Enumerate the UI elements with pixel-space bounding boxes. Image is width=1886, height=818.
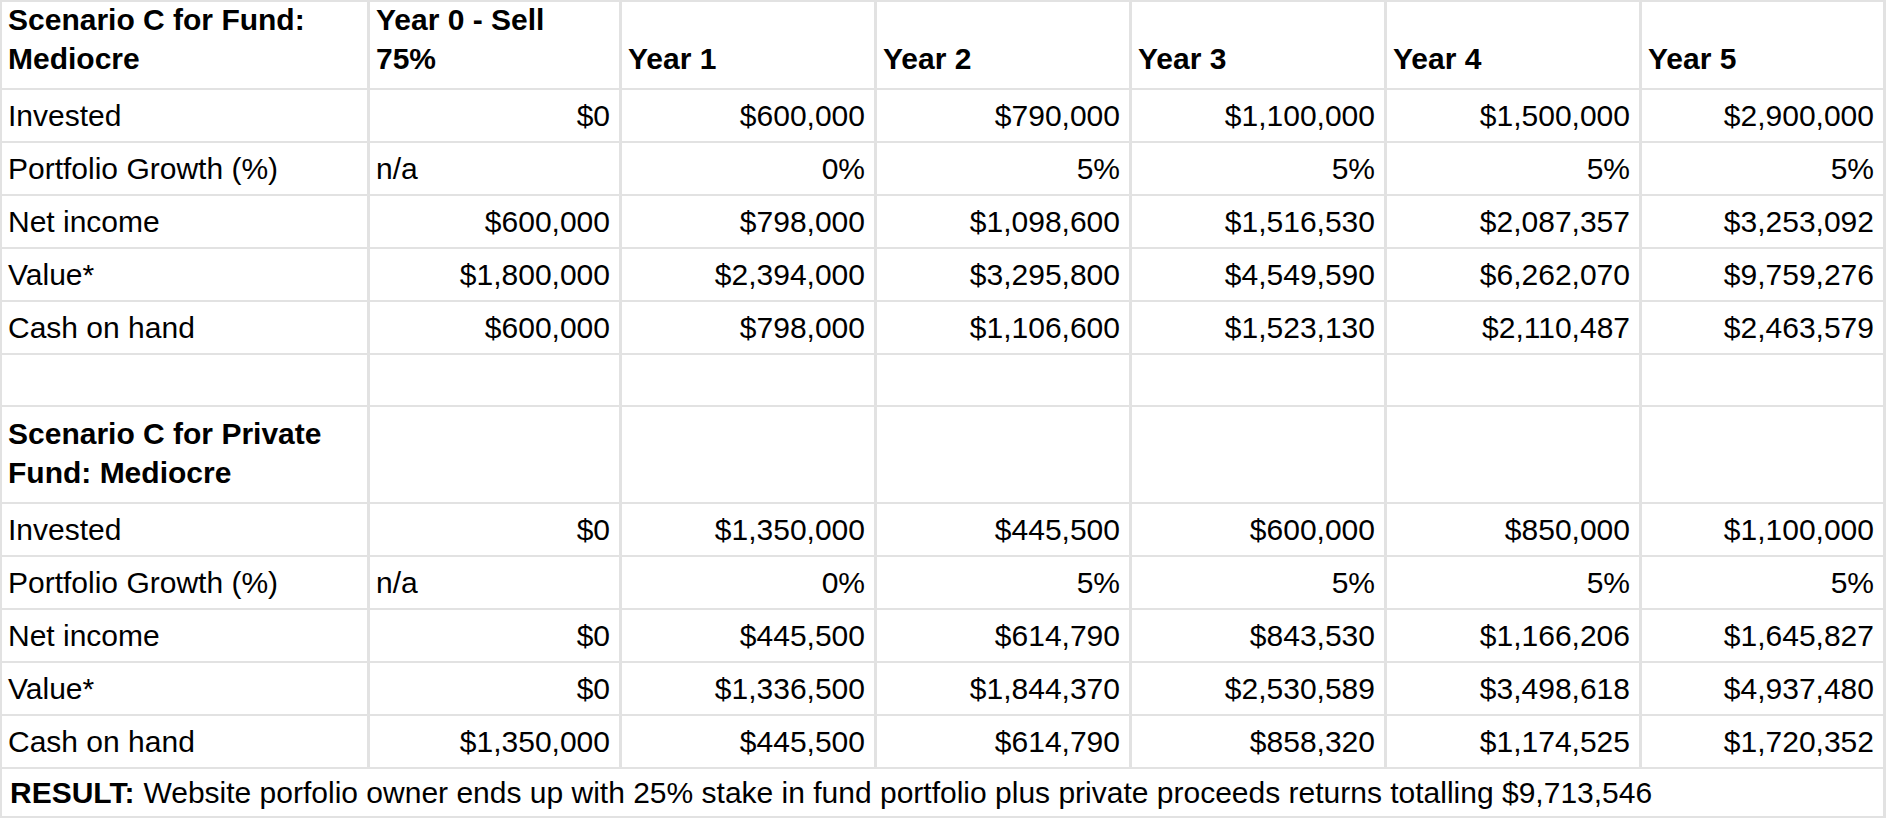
row-label-cell[interactable]: Cash on hand (2, 716, 370, 769)
cell[interactable]: $4,549,590 (1132, 249, 1387, 302)
row-label-cell[interactable]: Value* (2, 249, 370, 302)
cell[interactable]: n/a (370, 557, 622, 610)
column-header-year0[interactable]: Year 0 - Sell 75% (370, 2, 622, 90)
cell[interactable]: n/a (370, 143, 622, 196)
row-label-cell[interactable]: Cash on hand (2, 302, 370, 355)
empty-cell[interactable] (877, 407, 1132, 504)
cell[interactable]: $0 (370, 504, 622, 557)
cell[interactable]: 5% (1642, 143, 1886, 196)
empty-cell[interactable] (1132, 407, 1387, 504)
cell[interactable]: 0% (622, 557, 877, 610)
row-label-cell[interactable]: Invested (2, 504, 370, 557)
cell[interactable]: $798,000 (622, 196, 877, 249)
result-row[interactable]: RESULT: Website porfolio owner ends up w… (2, 769, 1886, 818)
column-header-year3[interactable]: Year 3 (1132, 2, 1387, 90)
cell[interactable]: $858,320 (1132, 716, 1387, 769)
cell[interactable]: $4,937,480 (1642, 663, 1886, 716)
cell[interactable]: $1,350,000 (622, 504, 877, 557)
cell[interactable]: $600,000 (622, 90, 877, 143)
column-header-year4[interactable]: Year 4 (1387, 2, 1642, 90)
cell[interactable]: $1,800,000 (370, 249, 622, 302)
cell[interactable]: $2,394,000 (622, 249, 877, 302)
cell[interactable]: $1,100,000 (1132, 90, 1387, 143)
row-label-cell[interactable]: Portfolio Growth (%) (2, 557, 370, 610)
result-text: Website porfolio owner ends up with 25% … (143, 773, 1652, 813)
cell[interactable]: $2,110,487 (1387, 302, 1642, 355)
cell[interactable]: $1,100,000 (1642, 504, 1886, 557)
empty-cell[interactable] (877, 355, 1132, 407)
empty-cell[interactable] (1642, 407, 1886, 504)
cell[interactable]: $614,790 (877, 716, 1132, 769)
cell[interactable]: $614,790 (877, 610, 1132, 663)
section1-title-cell[interactable]: Scenario C for Fund: Mediocre (2, 2, 370, 90)
cell[interactable]: 5% (1132, 557, 1387, 610)
empty-cell[interactable] (622, 407, 877, 504)
cell[interactable]: $1,523,130 (1132, 302, 1387, 355)
empty-cell[interactable] (622, 355, 877, 407)
cell[interactable]: $1,174,525 (1387, 716, 1642, 769)
spreadsheet-table: Scenario C for Fund: Mediocre Year 0 - S… (0, 0, 1886, 818)
cell[interactable]: 5% (1132, 143, 1387, 196)
cell[interactable]: $600,000 (1132, 504, 1387, 557)
cell[interactable]: $1,106,600 (877, 302, 1132, 355)
cell[interactable]: $445,500 (622, 716, 877, 769)
cell[interactable]: $1,350,000 (370, 716, 622, 769)
cell[interactable]: $2,530,589 (1132, 663, 1387, 716)
cell[interactable]: $2,087,357 (1387, 196, 1642, 249)
empty-cell[interactable] (1387, 355, 1642, 407)
cell[interactable]: $850,000 (1387, 504, 1642, 557)
cell[interactable]: $3,253,092 (1642, 196, 1886, 249)
cell[interactable]: $2,463,579 (1642, 302, 1886, 355)
cell[interactable]: 5% (877, 557, 1132, 610)
cell[interactable]: $798,000 (622, 302, 877, 355)
column-header-year5[interactable]: Year 5 (1642, 2, 1886, 90)
cell[interactable]: 5% (877, 143, 1132, 196)
cell[interactable]: $600,000 (370, 302, 622, 355)
row-label-cell[interactable]: Net income (2, 610, 370, 663)
empty-cell[interactable] (1642, 355, 1886, 407)
cell[interactable]: $0 (370, 663, 622, 716)
cell[interactable]: $9,759,276 (1642, 249, 1886, 302)
cell[interactable]: $3,295,800 (877, 249, 1132, 302)
cell[interactable]: $1,516,530 (1132, 196, 1387, 249)
row-label-cell[interactable]: Net income (2, 196, 370, 249)
cell[interactable]: $445,500 (622, 610, 877, 663)
cell[interactable]: $1,098,600 (877, 196, 1132, 249)
empty-cell[interactable] (370, 355, 622, 407)
cell[interactable]: $2,900,000 (1642, 90, 1886, 143)
cell[interactable]: $1,844,370 (877, 663, 1132, 716)
cell[interactable]: $1,336,500 (622, 663, 877, 716)
cell[interactable]: $0 (370, 90, 622, 143)
cell[interactable]: $1,645,827 (1642, 610, 1886, 663)
row-label-cell[interactable]: Invested (2, 90, 370, 143)
row-label-cell[interactable]: Value* (2, 663, 370, 716)
cell[interactable]: $3,498,618 (1387, 663, 1642, 716)
cell[interactable]: $600,000 (370, 196, 622, 249)
cell[interactable]: $1,500,000 (1387, 90, 1642, 143)
empty-cell[interactable] (2, 355, 370, 407)
cell[interactable]: $0 (370, 610, 622, 663)
cell[interactable]: $445,500 (877, 504, 1132, 557)
column-header-year2[interactable]: Year 2 (877, 2, 1132, 90)
cell[interactable]: 5% (1387, 557, 1642, 610)
column-header-year1[interactable]: Year 1 (622, 2, 877, 90)
result-label: RESULT: (10, 773, 134, 813)
cell[interactable]: 0% (622, 143, 877, 196)
cell[interactable]: $790,000 (877, 90, 1132, 143)
empty-cell[interactable] (370, 407, 622, 504)
empty-cell[interactable] (1132, 355, 1387, 407)
section2-title-cell[interactable]: Scenario C for Private Fund: Mediocre (2, 407, 370, 504)
cell[interactable]: 5% (1642, 557, 1886, 610)
empty-cell[interactable] (1387, 407, 1642, 504)
row-label-cell[interactable]: Portfolio Growth (%) (2, 143, 370, 196)
cell[interactable]: 5% (1387, 143, 1642, 196)
cell[interactable]: $843,530 (1132, 610, 1387, 663)
cell[interactable]: $1,166,206 (1387, 610, 1642, 663)
cell[interactable]: $6,262,070 (1387, 249, 1642, 302)
cell[interactable]: $1,720,352 (1642, 716, 1886, 769)
